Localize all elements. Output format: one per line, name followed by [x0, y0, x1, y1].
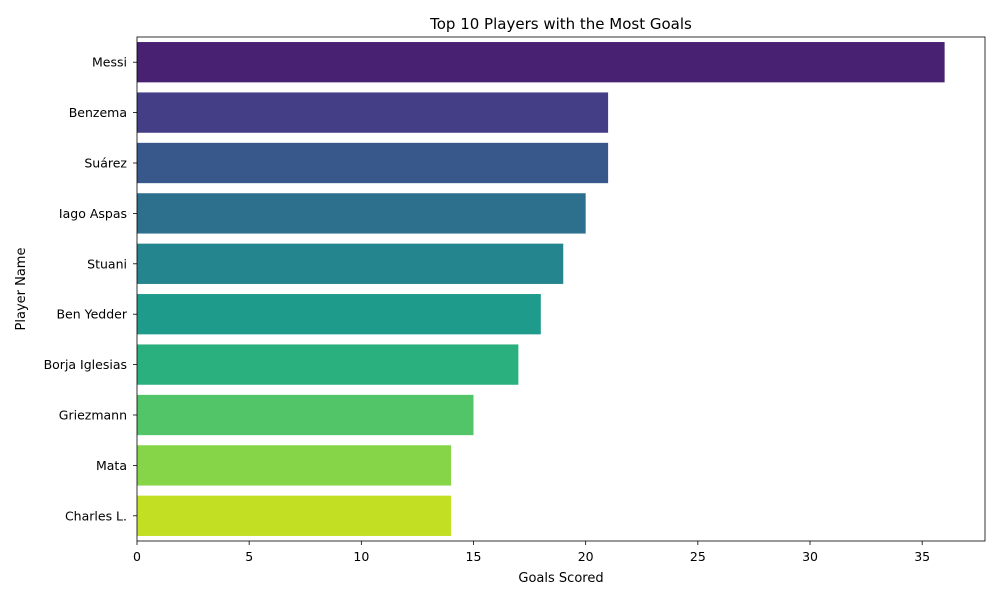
x-tick-label: 35	[914, 549, 930, 564]
x-tick-label: 5	[245, 549, 253, 564]
bar-3	[137, 193, 586, 234]
bar-6	[137, 344, 519, 385]
x-tick-label: 10	[353, 549, 369, 564]
y-tick-label: Borja Iglesias	[44, 357, 127, 372]
y-tick-label: Charles L.	[65, 508, 127, 523]
plot-frame	[136, 36, 986, 542]
bar-9	[137, 495, 452, 536]
bar-0	[137, 42, 945, 83]
x-tick-label: 0	[133, 549, 141, 564]
bar-7	[137, 394, 474, 436]
y-axis-ticks: Messi Benzema Suárez Iago Aspas Stuani Ben Ye…	[44, 55, 137, 523]
bar-8	[137, 445, 452, 486]
x-tick-label: 15	[466, 549, 482, 564]
y-tick-label: Suárez	[84, 156, 127, 171]
bars	[137, 42, 945, 536]
y-tick-label: Mata	[96, 458, 127, 473]
x-axis-title: Goals Scored	[518, 571, 603, 586]
y-tick-label: Messi	[92, 55, 127, 70]
x-axis-ticks: 0 5 10 15 20 25 30 35	[133, 541, 930, 564]
y-tick-label: Benzema	[69, 105, 127, 120]
bar-1	[137, 92, 609, 133]
x-tick-label: 25	[690, 549, 706, 564]
x-tick-label: 30	[802, 549, 818, 564]
bar-2	[137, 142, 609, 184]
y-tick-label: Stuani	[87, 256, 127, 271]
y-axis-title: Player Name	[14, 248, 29, 331]
y-tick-label: Iago Aspas	[59, 206, 127, 221]
y-tick-label: Griezmann	[59, 408, 127, 423]
bar-4	[137, 243, 564, 284]
chart-title: Top 10 Players with the Most Goals	[429, 15, 692, 33]
y-tick-label: Ben Yedder	[56, 307, 127, 322]
bar-5	[137, 294, 541, 335]
x-tick-label: 20	[578, 549, 594, 564]
